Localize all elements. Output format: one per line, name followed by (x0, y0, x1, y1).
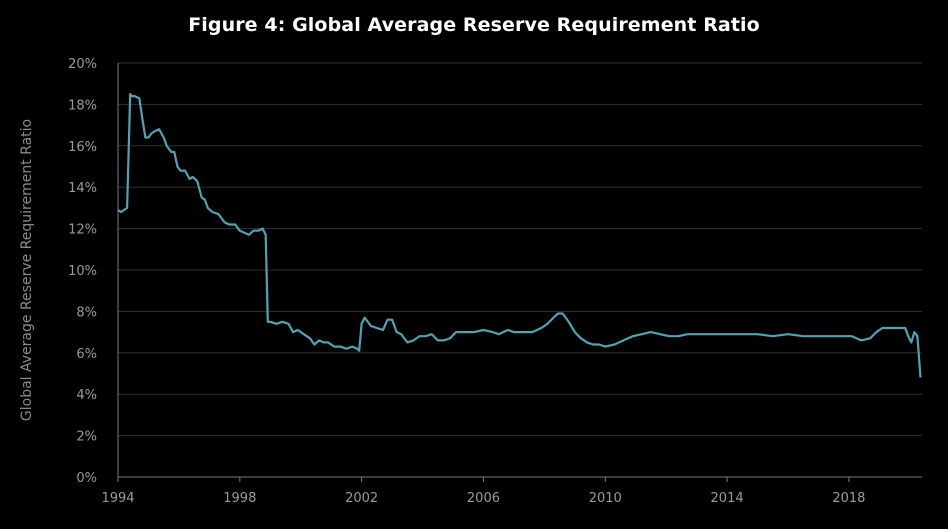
chart-title: Figure 4: Global Average Reserve Require… (188, 14, 760, 36)
x-tick-label: 2010 (589, 491, 622, 506)
y-tick-label: 0% (76, 471, 97, 486)
x-tick-label: 2014 (711, 491, 744, 506)
y-tick-label: 12% (68, 223, 97, 238)
series-group (117, 92, 922, 378)
x-tick-labels: 1994 1998 2002 2006 2010 2014 2018 (101, 491, 865, 506)
y-tick-label: 6% (76, 347, 97, 362)
y-tick-label: 20% (68, 57, 97, 72)
axes (117, 63, 922, 482)
y-tick-label: 10% (68, 264, 97, 279)
gridlines (118, 62, 922, 437)
y-tick-label: 18% (68, 98, 97, 113)
y-tick-labels: 0% 2% 4% 6% 8% 10% 12% 14% 16% 18% 20% (68, 57, 97, 486)
x-tick-label: 1998 (223, 491, 256, 506)
x-tick-label: 2018 (832, 491, 865, 506)
y-tick-label: 16% (68, 140, 97, 155)
x-tick-label: 2006 (467, 491, 500, 506)
x-tick-label: 2002 (345, 491, 378, 506)
y-tick-label: 2% (76, 430, 97, 445)
y-tick-label: 8% (76, 305, 97, 320)
series-line (117, 92, 922, 378)
y-tick-label: 4% (76, 388, 97, 403)
x-tick-label: 1994 (101, 491, 134, 506)
y-tick-label: 14% (68, 181, 97, 196)
